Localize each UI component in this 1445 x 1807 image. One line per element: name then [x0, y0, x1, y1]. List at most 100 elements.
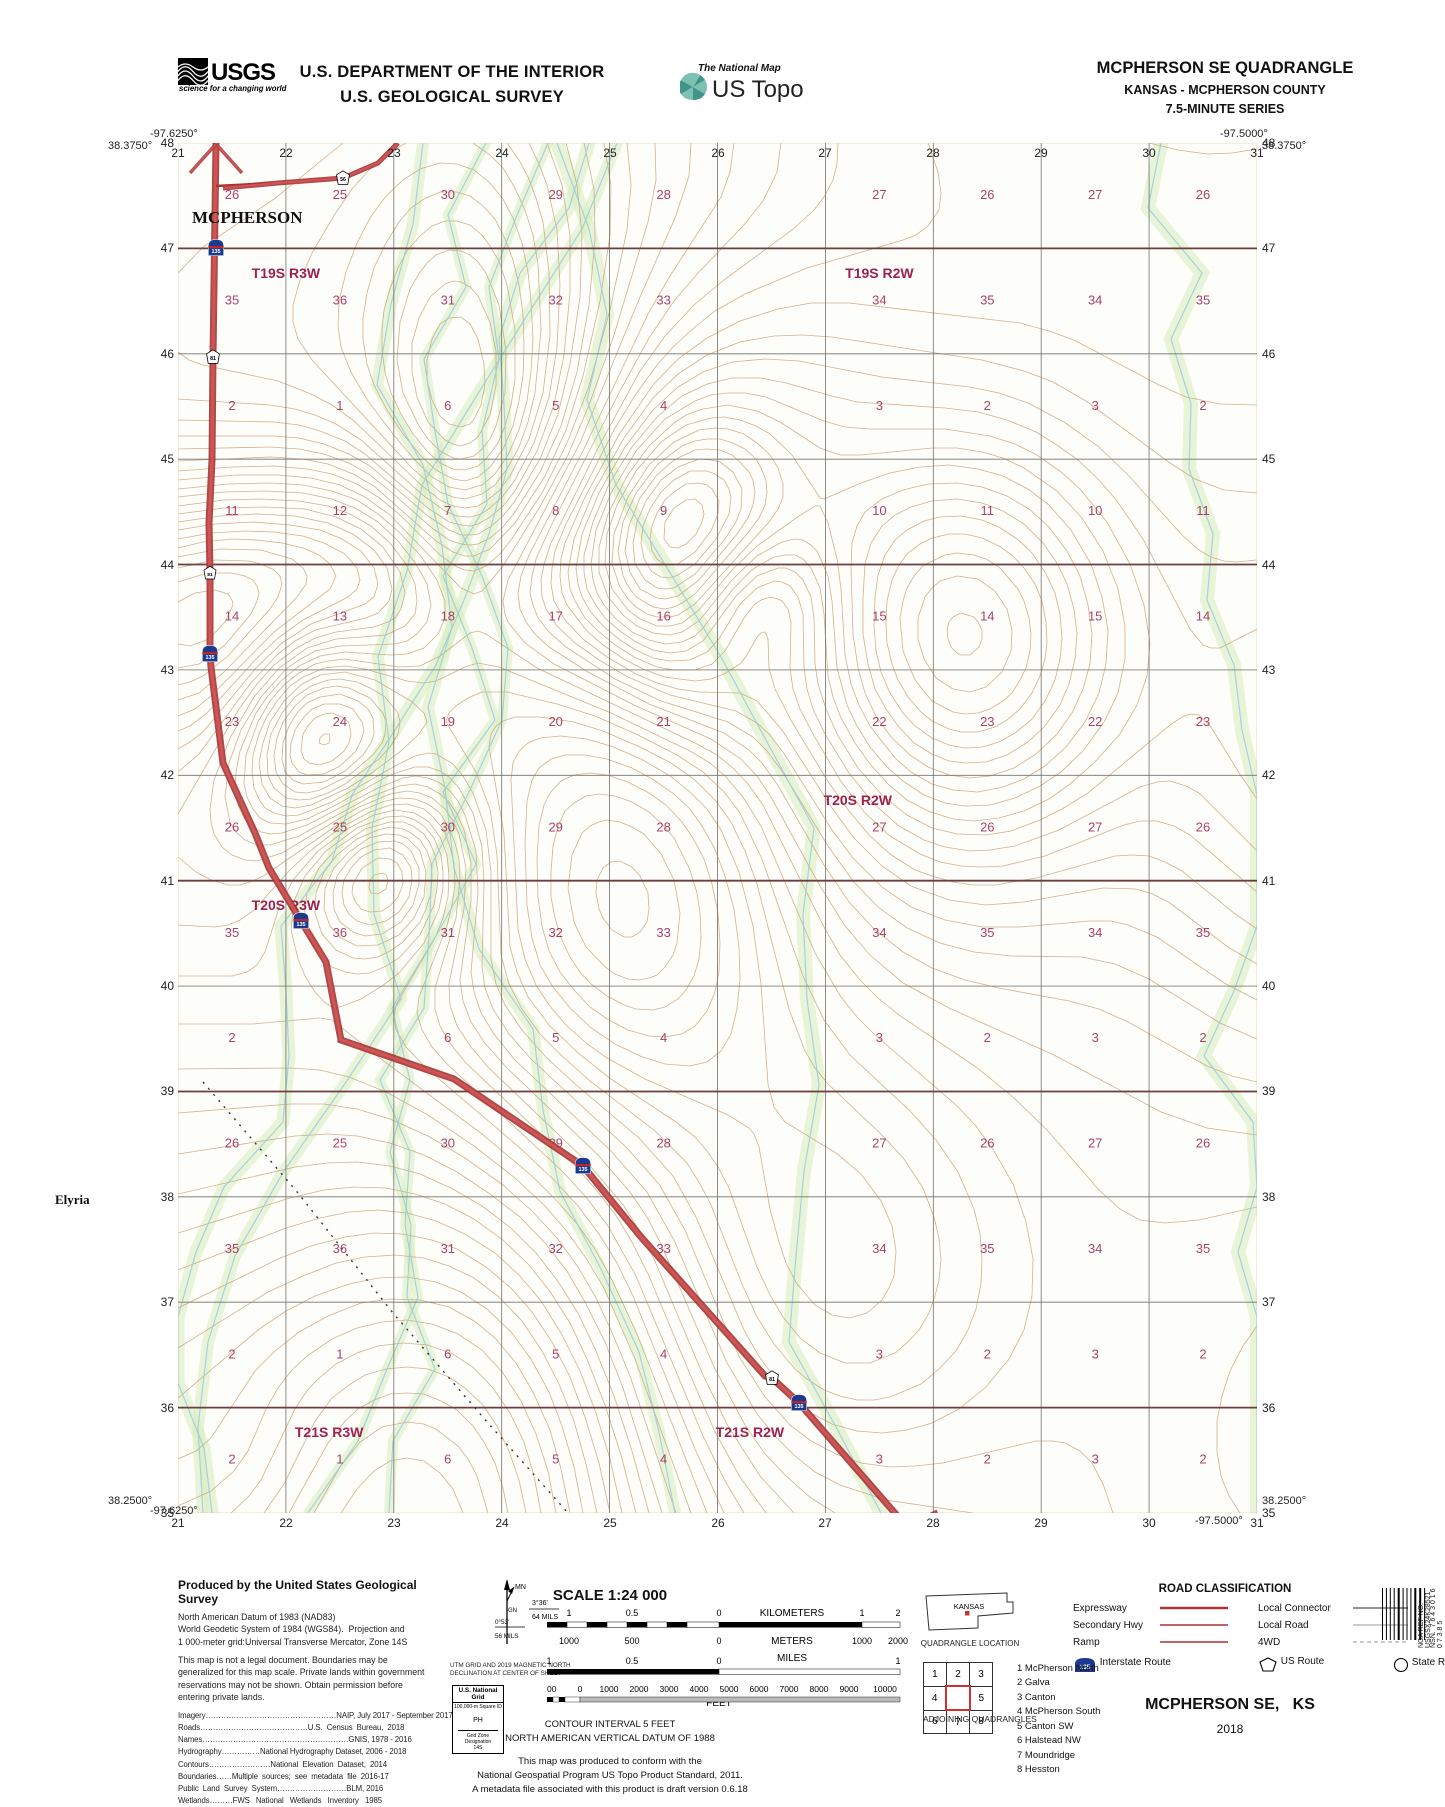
svg-text:1000: 1000 [547, 1684, 557, 1694]
svg-text:34: 34 [1088, 293, 1102, 308]
svg-text:27: 27 [1088, 1136, 1102, 1151]
svg-text:135: 135 [578, 1167, 587, 1173]
svg-text:34: 34 [872, 1241, 886, 1256]
svg-text:2: 2 [1199, 1346, 1206, 1361]
svg-text:35: 35 [225, 293, 239, 308]
svg-text:2: 2 [895, 1608, 900, 1618]
svg-text:T19S R2W: T19S R2W [845, 265, 914, 281]
svg-text:1: 1 [566, 1608, 571, 1618]
svg-text:81: 81 [210, 356, 216, 362]
svg-text:The National Map: The National Map [698, 63, 781, 74]
svg-text:1: 1 [547, 1656, 552, 1666]
svg-text:26: 26 [980, 819, 994, 834]
svg-text:36: 36 [333, 293, 347, 308]
svg-text:21: 21 [656, 714, 670, 729]
svg-text:1: 1 [336, 1346, 343, 1361]
svg-text:27: 27 [1088, 819, 1102, 834]
svg-text:20: 20 [548, 714, 562, 729]
svg-text:28: 28 [656, 819, 670, 834]
svg-text:135: 135 [205, 655, 214, 661]
svg-text:1000: 1000 [559, 1636, 579, 1646]
svg-text:4: 4 [660, 1346, 667, 1361]
svg-text:MILES: MILES [777, 1653, 807, 1664]
svg-text:34: 34 [1088, 925, 1102, 940]
svg-text:9: 9 [660, 503, 667, 518]
svg-text:27: 27 [872, 819, 886, 834]
svg-text:3: 3 [876, 1452, 883, 1467]
svg-text:33: 33 [656, 925, 670, 940]
svg-text:2: 2 [984, 398, 991, 413]
svg-text:2: 2 [228, 1030, 235, 1045]
svg-text:2: 2 [228, 398, 235, 413]
svg-text:26: 26 [225, 819, 239, 834]
svg-text:11: 11 [225, 503, 239, 518]
svg-text:36: 36 [333, 925, 347, 940]
svg-text:27: 27 [872, 1136, 886, 1151]
svg-text:2: 2 [1199, 1030, 1206, 1045]
svg-text:2: 2 [1199, 1452, 1206, 1467]
svg-text:81: 81 [769, 1377, 775, 1383]
svg-text:2000: 2000 [630, 1684, 649, 1694]
svg-text:3: 3 [876, 1346, 883, 1361]
svg-text:13: 13 [333, 609, 347, 624]
svg-text:4: 4 [660, 1452, 667, 1467]
svg-text:10: 10 [872, 503, 886, 518]
svg-text:2000: 2000 [888, 1636, 908, 1646]
svg-text:7: 7 [444, 503, 451, 518]
svg-text:1: 1 [895, 1656, 900, 1666]
svg-text:135: 135 [211, 249, 220, 255]
svg-text:0: 0 [716, 1608, 721, 1618]
svg-text:56 MILS: 56 MILS [495, 1633, 518, 1640]
svg-text:14: 14 [225, 609, 239, 624]
svg-text:6000: 6000 [750, 1684, 769, 1694]
svg-text:135: 135 [296, 922, 305, 928]
svg-text:4: 4 [660, 398, 667, 413]
svg-text:25: 25 [333, 819, 347, 834]
svg-text:11: 11 [981, 503, 995, 518]
svg-text:35: 35 [1196, 925, 1210, 940]
svg-text:7000: 7000 [780, 1684, 799, 1694]
svg-text:25: 25 [333, 187, 347, 202]
svg-text:34: 34 [872, 293, 886, 308]
svg-text:2: 2 [228, 1346, 235, 1361]
svg-text:4000: 4000 [690, 1684, 709, 1694]
svg-text:26: 26 [1196, 819, 1210, 834]
svg-text:1: 1 [859, 1608, 864, 1618]
svg-text:17: 17 [548, 609, 562, 624]
svg-text:T21S R2W: T21S R2W [716, 1424, 785, 1440]
svg-text:25: 25 [333, 1136, 347, 1151]
svg-text:30: 30 [441, 1136, 455, 1151]
svg-text:0: 0 [716, 1656, 721, 1666]
svg-text:2: 2 [984, 1346, 991, 1361]
svg-text:35: 35 [225, 925, 239, 940]
svg-text:56: 56 [340, 177, 346, 183]
svg-text:10: 10 [1088, 503, 1102, 518]
svg-text:29: 29 [548, 187, 562, 202]
svg-text:5: 5 [552, 398, 559, 413]
svg-text:T19S R3W: T19S R3W [252, 265, 321, 281]
svg-text:28: 28 [656, 187, 670, 202]
svg-text:15: 15 [872, 609, 886, 624]
svg-text:27: 27 [872, 187, 886, 202]
svg-text:29: 29 [548, 819, 562, 834]
svg-text:135: 135 [794, 1404, 803, 1410]
svg-text:1000: 1000 [852, 1636, 872, 1646]
svg-text:3: 3 [1092, 1346, 1099, 1361]
svg-text:23: 23 [1196, 714, 1210, 729]
svg-text:T20S R2W: T20S R2W [824, 792, 893, 808]
svg-text:26: 26 [980, 1136, 994, 1151]
svg-text:35: 35 [980, 293, 994, 308]
svg-text:GN: GN [508, 1608, 517, 1614]
svg-text:31: 31 [441, 1241, 455, 1256]
svg-text:3: 3 [1092, 1452, 1099, 1467]
svg-text:science for a changing world: science for a changing world [179, 84, 287, 93]
svg-text:10000: 10000 [873, 1684, 897, 1694]
svg-text:3000: 3000 [660, 1684, 679, 1694]
svg-text:35: 35 [980, 925, 994, 940]
svg-text:5: 5 [552, 1346, 559, 1361]
svg-text:0: 0 [716, 1636, 721, 1646]
svg-text:23: 23 [225, 714, 239, 729]
svg-text:16: 16 [656, 609, 670, 624]
svg-text:35: 35 [980, 1241, 994, 1256]
svg-text:1000: 1000 [600, 1684, 619, 1694]
